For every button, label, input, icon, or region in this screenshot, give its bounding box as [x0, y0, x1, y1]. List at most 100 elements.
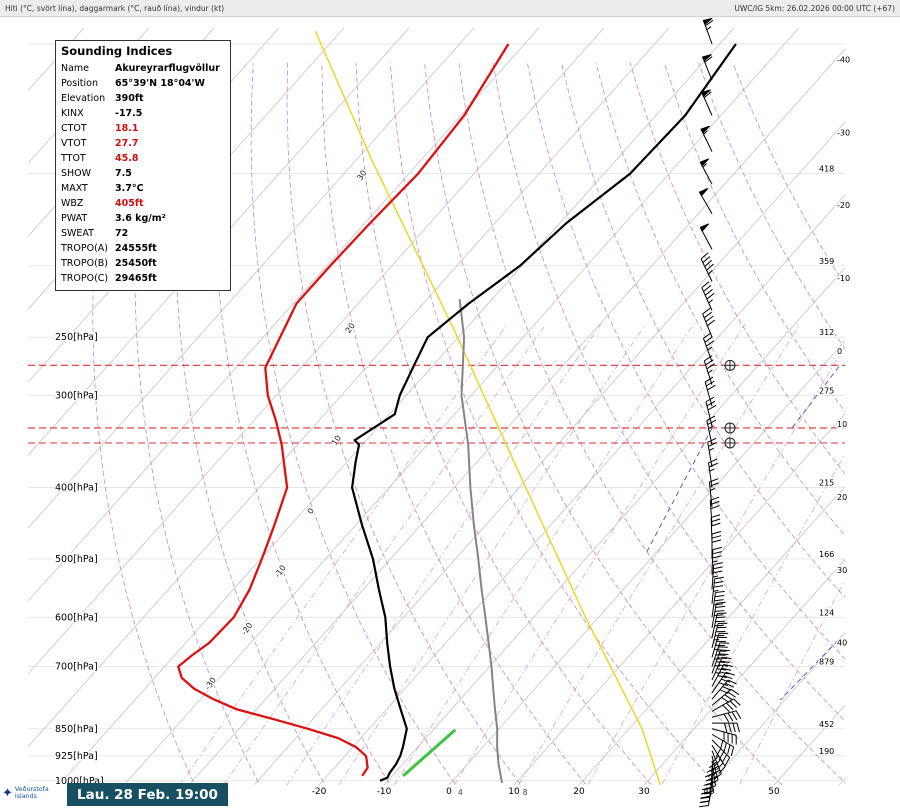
index-value: 27.7	[115, 138, 139, 149]
svg-text:40: 40	[837, 639, 847, 648]
index-label: VTOT	[61, 138, 87, 149]
svg-text:30: 30	[638, 787, 650, 797]
svg-text:30: 30	[837, 566, 847, 575]
index-row: KINX -17.5	[61, 106, 225, 121]
index-label: TTOT	[61, 153, 86, 164]
svg-text:359: 359	[819, 257, 834, 266]
svg-text:-40: -40	[837, 55, 850, 64]
svg-text:925[hPa]: 925[hPa]	[55, 751, 98, 762]
svg-text:400[hPa]: 400[hPa]	[55, 483, 98, 494]
index-label: WBZ	[61, 198, 84, 209]
svg-text:418: 418	[819, 165, 834, 174]
height-labels: 418 359 312 275 215 166 124 879 452 190	[818, 163, 836, 757]
index-row: Position 65°39'N 18°04'W	[61, 76, 225, 91]
svg-text:600[hPa]: 600[hPa]	[55, 612, 98, 623]
index-row: SWEAT 72	[61, 226, 225, 241]
model-run-text: UWC/IG 5km: 26.02.2026 00:00 UTC (+67)	[734, 3, 895, 13]
svg-text:4: 4	[458, 788, 463, 797]
green-parcel-segment	[402, 728, 457, 778]
right-temp-labels: -40 -30 -20 -10 0 10 20 30 40	[836, 54, 852, 649]
index-row: TROPO(B) 25450ft	[61, 256, 225, 271]
svg-text:250[hPa]: 250[hPa]	[55, 332, 98, 343]
svg-text:8: 8	[523, 788, 528, 797]
index-label: Name	[61, 63, 90, 74]
index-value: 24555ft	[115, 243, 157, 254]
svg-text:-10: -10	[273, 563, 288, 579]
svg-text:-30: -30	[837, 128, 850, 137]
temperature-curve	[351, 43, 737, 782]
index-value: 18.1	[115, 123, 139, 134]
blue-moist-adiabat-segments	[644, 366, 840, 701]
index-label: CTOT	[61, 123, 87, 134]
svg-text:10: 10	[837, 420, 847, 429]
svg-text:50: 50	[768, 787, 780, 797]
index-label: Position	[61, 78, 98, 89]
svg-text:275: 275	[819, 387, 834, 396]
svg-text:500[hPa]: 500[hPa]	[55, 554, 98, 565]
index-row: CTOT 18.1	[61, 121, 225, 136]
svg-text:879: 879	[819, 658, 834, 667]
svg-text:700[hPa]: 700[hPa]	[55, 662, 98, 673]
index-label: Elevation	[61, 93, 106, 104]
svg-text:850[hPa]: 850[hPa]	[55, 724, 98, 735]
vedurstofa-logo: ✦ Veðurstofa Íslands	[2, 786, 49, 800]
svg-text:-20: -20	[837, 201, 850, 210]
index-label: KINX	[61, 108, 84, 119]
index-label: TROPO(A)	[61, 243, 108, 254]
svg-text:20: 20	[344, 321, 357, 335]
svg-text:190: 190	[819, 747, 834, 756]
index-value: Akureyrarflugvöllur	[115, 63, 220, 74]
vedurstofa-logo-text: Veðurstofa Íslands	[14, 786, 49, 800]
index-value: 7.5	[115, 168, 132, 179]
index-row: SHOW 7.5	[61, 166, 225, 181]
index-value: 3.7°C	[115, 183, 144, 194]
index-value: -17.5	[115, 108, 143, 119]
sounding-indices-panel: Sounding Indices Name Akureyrarflugvöllur…	[55, 40, 231, 291]
svg-text:0: 0	[446, 787, 452, 797]
yellow-reference-line	[314, 30, 662, 785]
legend-text: Hiti (°C, svört lína), daggarmark (°C, r…	[5, 3, 225, 13]
tropopause-lines	[28, 364, 845, 444]
index-row: TROPO(A) 24555ft	[61, 241, 225, 256]
svg-text:300[hPa]: 300[hPa]	[55, 391, 98, 402]
vedurstofa-logo-icon: ✦	[2, 785, 13, 801]
index-value: 405ft	[115, 198, 144, 209]
svg-text:166: 166	[819, 550, 834, 559]
index-value: 390ft	[115, 93, 144, 104]
dewpoint-curve	[177, 43, 510, 777]
tropopause-markers	[724, 359, 736, 449]
svg-text:215: 215	[819, 479, 834, 488]
index-row: MAXT 3.7°C	[61, 181, 225, 196]
svg-text:-20: -20	[312, 787, 327, 797]
sounding-indices-title: Sounding Indices	[61, 44, 173, 58]
svg-text:312: 312	[819, 328, 834, 337]
svg-text:20: 20	[837, 493, 847, 502]
index-row: PWAT 3.6 kg/m²	[61, 211, 225, 226]
index-row: VTOT 27.7	[61, 136, 225, 151]
index-row: TROPO(C) 29465ft	[61, 271, 225, 286]
index-label: PWAT	[61, 213, 88, 224]
index-row: Elevation 390ft	[61, 91, 225, 106]
svg-text:10: 10	[508, 787, 520, 797]
index-value: 72	[115, 228, 129, 239]
svg-text:20: 20	[573, 787, 585, 797]
svg-text:-10: -10	[837, 274, 850, 283]
index-value: 65°39'N 18°04'W	[115, 78, 205, 89]
index-value: 45.8	[115, 153, 139, 164]
gray-reference-curve	[458, 299, 504, 784]
index-label: TROPO(C)	[61, 273, 109, 284]
pressure-axis-labels: 250[hPa] 300[hPa] 400[hPa] 500[hPa] 600[hPa]…	[54, 331, 106, 789]
top-info-bar: Hiti (°C, svört lína), daggarmark (°C, r…	[0, 0, 900, 17]
svg-text:-30: -30	[203, 676, 218, 692]
date-label: Lau. 28 Feb. 19:00	[67, 783, 228, 806]
wind-barbs	[698, 17, 742, 808]
index-value: 3.6 kg/m²	[115, 213, 166, 224]
index-value: 25450ft	[115, 258, 157, 269]
index-label: SHOW	[61, 168, 92, 179]
svg-text:452: 452	[819, 720, 834, 729]
index-row: Name Akureyrarflugvöllur	[61, 61, 225, 76]
svg-text:-10: -10	[377, 787, 392, 797]
index-row: WBZ 405ft	[61, 196, 225, 211]
index-value: 29465ft	[115, 273, 157, 284]
